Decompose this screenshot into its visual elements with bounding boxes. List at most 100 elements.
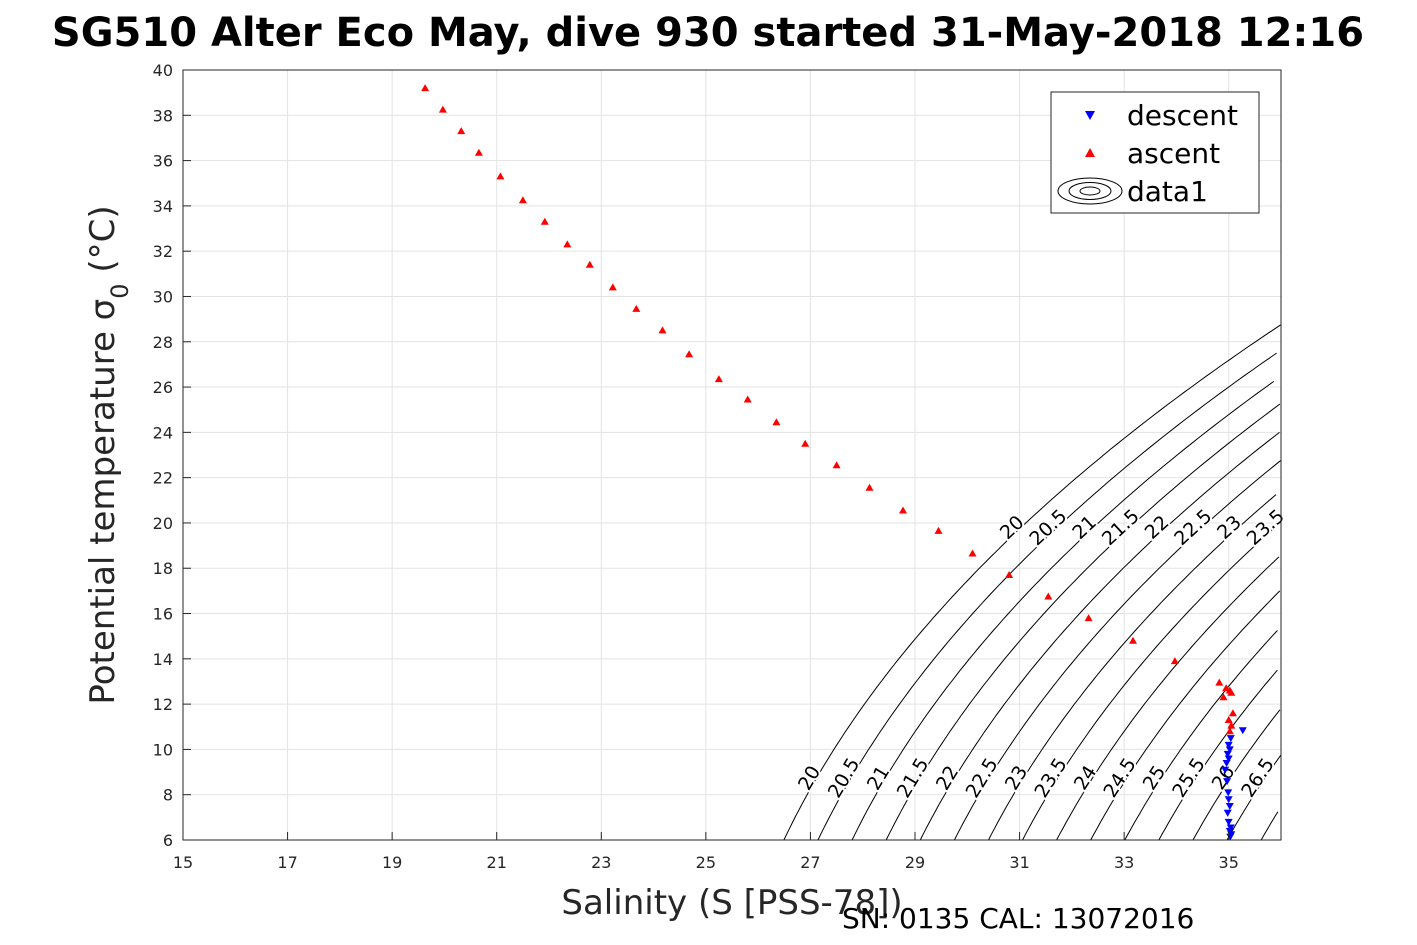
x-tick-label: 15: [173, 853, 193, 872]
y-tick-label: 6: [163, 831, 173, 850]
y-tick-label: 40: [153, 61, 173, 80]
y-tick-label: 10: [153, 740, 173, 759]
x-axis-label: Salinity (S [PSS-78]): [561, 883, 902, 923]
ascent-marker: [518, 196, 527, 204]
legend-label-data1: data1: [1127, 175, 1208, 208]
serial-calibration-footer: SN: 0135 CAL: 13072016: [842, 902, 1194, 935]
ascent-marker: [743, 395, 752, 403]
ascent-marker: [1170, 657, 1179, 665]
x-axis-ticks: 15 17 19 21 23 25 27 29 31 33 35: [173, 832, 1239, 872]
ascent-marker: [714, 375, 723, 383]
ascent-marker: [1224, 716, 1233, 723]
x-tick-label: 23: [591, 853, 611, 872]
data-markers: [421, 84, 1247, 841]
ascent-marker: [585, 260, 594, 268]
contour-line-21.5: [885, 403, 1281, 841]
descent-marker: [1224, 818, 1233, 826]
contour-line-20.5: [817, 352, 1277, 841]
contour-line-23: [988, 494, 1277, 841]
descent-marker: [1221, 766, 1230, 774]
descent-marker: [1224, 755, 1233, 763]
y-tick-label: 22: [153, 469, 173, 488]
ascent-marker: [1219, 693, 1228, 701]
ascent-marker: [801, 439, 810, 447]
contour-line-24: [1056, 556, 1280, 841]
y-tick-label: 14: [153, 650, 173, 669]
chart-title: SG510 Alter Eco May, dive 930 started 31…: [52, 10, 1364, 56]
x-tick-label: 29: [905, 853, 925, 872]
ascent-marker: [1225, 727, 1234, 735]
axes-box: [182, 69, 1282, 841]
y-tick-label: 30: [153, 287, 173, 306]
ascent-marker: [1228, 709, 1237, 717]
ascent-marker: [496, 172, 505, 180]
contour-line-20: [783, 324, 1282, 841]
y-tick-label: 12: [153, 695, 173, 714]
contour-line-25: [1124, 630, 1278, 841]
ascent-marker: [934, 526, 943, 534]
y-tick-label: 24: [153, 423, 173, 442]
ascent-marker: [457, 127, 466, 135]
descent-marker: [1238, 727, 1247, 735]
ascent-marker: [685, 350, 694, 358]
y-tick-label: 16: [153, 605, 173, 624]
contour-line-26.5: [1226, 754, 1282, 841]
ascent-marker: [1227, 721, 1236, 729]
ascent-marker: [632, 304, 641, 312]
ascent-marker: [563, 240, 572, 248]
contour-line-22: [919, 432, 1280, 841]
descent-marker: [1224, 789, 1233, 797]
ascent-marker: [421, 84, 430, 92]
x-tick-label: 19: [382, 853, 402, 872]
ascent-marker: [865, 483, 874, 491]
y-tick-label: 26: [153, 378, 173, 397]
legend-label-ascent: ascent: [1127, 137, 1220, 170]
y-tick-label: 28: [153, 333, 173, 352]
ascent-marker: [772, 418, 781, 426]
legend-ascent-marker: [1085, 148, 1095, 157]
y-tick-label: 18: [153, 559, 173, 578]
contour-line-23.5: [1022, 522, 1281, 841]
descent-marker: [1223, 809, 1232, 817]
contour-line-25.5: [1158, 669, 1278, 841]
y-tick-label: 36: [153, 152, 173, 171]
ascent-marker: [1084, 614, 1093, 622]
contour-line-24.5: [1090, 590, 1281, 841]
y-axis-label-subscript: 0: [106, 283, 134, 298]
x-tick-label: 27: [800, 853, 820, 872]
contour-line-26: [1192, 709, 1281, 841]
ascent-marker: [1215, 678, 1224, 686]
descent-marker: [1225, 746, 1234, 754]
y-axis-label: Potential temperature σ0 (°C): [83, 205, 134, 704]
x-tick-label: 31: [1009, 853, 1029, 872]
descent-marker: [1225, 803, 1234, 810]
x-tick-label: 17: [277, 853, 297, 872]
descent-marker: [1224, 741, 1233, 749]
legend: descent ascent data1: [1050, 91, 1260, 214]
x-tick-label: 21: [487, 853, 507, 872]
ascent-marker: [658, 326, 667, 334]
x-tick-label: 25: [696, 853, 716, 872]
ascent-marker: [832, 461, 841, 469]
y-tick-label: 8: [163, 786, 173, 805]
ascent-marker: [968, 549, 977, 557]
density-contours: [783, 324, 1282, 841]
y-axis-ticks: 6 8 10 12 14 16 18 20 22 24 26 28 30 32 34 36 38 40: [153, 61, 191, 850]
contour-line-27: [1260, 811, 1279, 841]
legend-label-descent: descent: [1127, 99, 1238, 132]
ascent-marker: [474, 148, 483, 156]
y-tick-label: 38: [153, 106, 173, 125]
y-axis-label-main: Potential temperature σ: [83, 299, 123, 705]
x-tick-label: 35: [1219, 853, 1239, 872]
ascent-marker: [1129, 636, 1137, 644]
ascent-marker: [1044, 592, 1053, 600]
descent-marker: [1224, 796, 1233, 804]
y-tick-label: 32: [153, 242, 173, 261]
contour-line-22.5: [953, 460, 1281, 841]
ascent-marker: [899, 506, 907, 514]
y-tick-label: 20: [153, 514, 173, 533]
legend-descent-marker: [1085, 111, 1095, 120]
y-tick-label: 34: [153, 197, 173, 216]
contour-line-21: [851, 380, 1275, 841]
